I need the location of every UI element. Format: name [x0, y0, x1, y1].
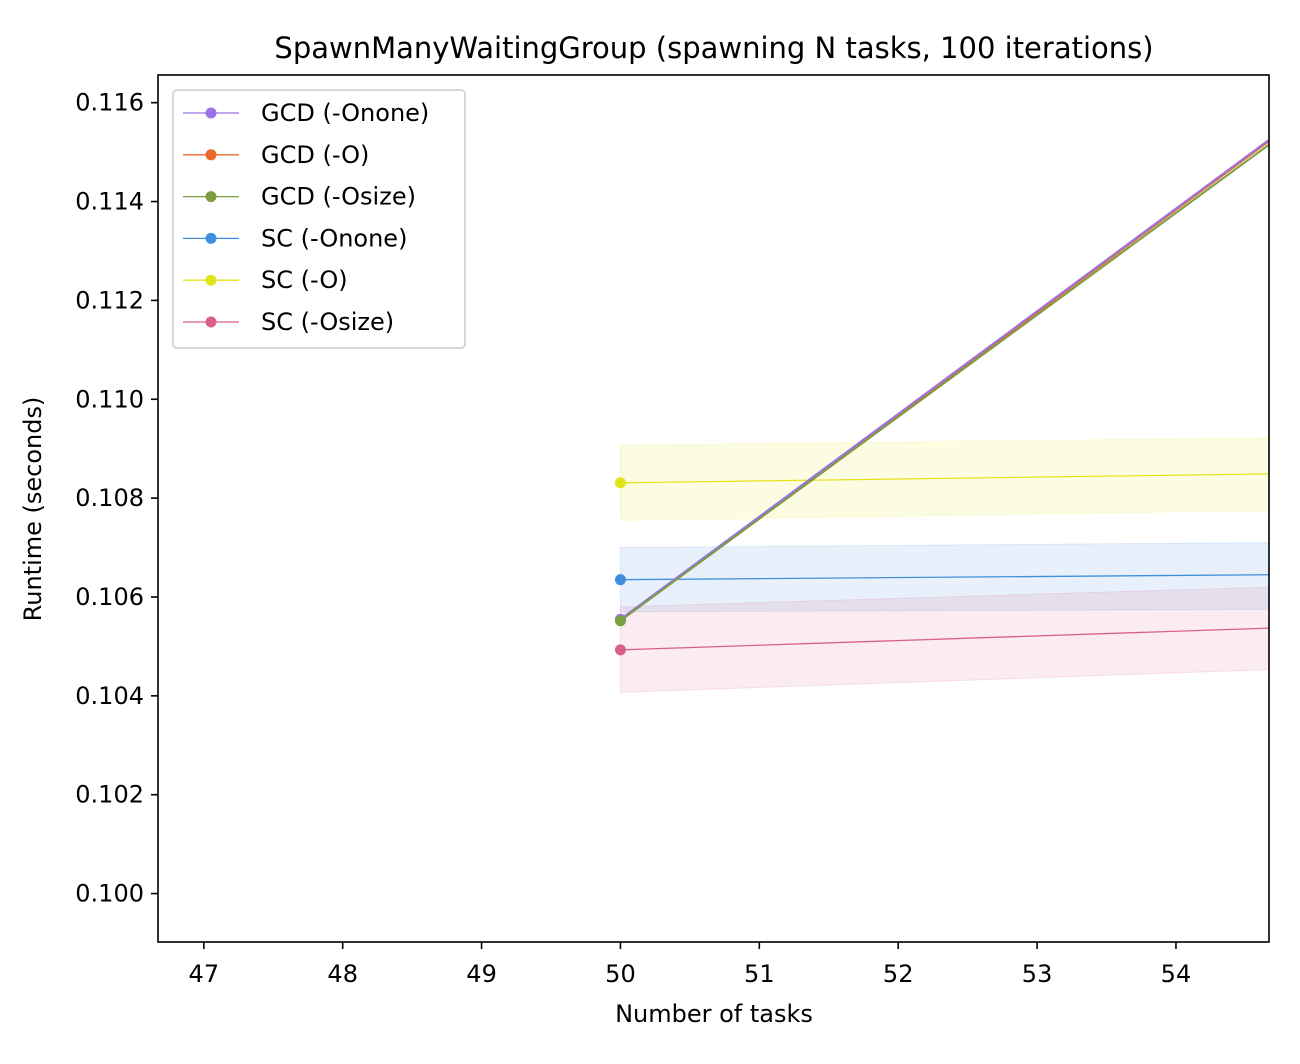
data-point: [614, 644, 626, 656]
data-point: [614, 615, 626, 627]
series-line: [620, 574, 1270, 581]
x-tick-label: 49: [466, 960, 497, 988]
y-axis: 0.100 0.102 0.104 0.106 0.108 0.110 0.112 0.114…: [75, 89, 158, 908]
data-point: [614, 574, 626, 586]
x-tick-label: 53: [1022, 960, 1053, 988]
legend-marker: [205, 232, 217, 244]
series-line: [620, 627, 1270, 651]
confidence-band: [619, 437, 1270, 521]
legend-marker: [205, 274, 217, 286]
y-tick-label: 0.112: [75, 286, 144, 314]
data-point: [614, 477, 626, 489]
legend-label: GCD (-Osize): [261, 183, 416, 211]
x-axis-label: Number of tasks: [615, 1000, 813, 1028]
legend-marker: [205, 191, 217, 203]
legend-marker: [205, 107, 217, 119]
y-tick-label: 0.106: [75, 583, 144, 611]
y-axis-label: Runtime (seconds): [19, 397, 47, 622]
legend-label: SC (-Onone): [261, 224, 407, 252]
y-tick-label: 0.114: [75, 188, 144, 216]
legend-label: GCD (-Onone): [261, 99, 429, 127]
x-tick-label: 54: [1161, 960, 1192, 988]
series-line: [620, 473, 1270, 484]
chart-legend: GCD (-Onone) GCD (-O) GCD (-Osize) SC (-Ono…: [172, 89, 466, 349]
y-tick-label: 0.108: [75, 484, 144, 512]
legend-label: SC (-Osize): [261, 308, 394, 336]
x-axis: 47 48 49 50 51 52 53 54: [189, 942, 1192, 988]
series-line: [619, 138, 1270, 621]
legend-label: SC (-O): [261, 266, 348, 294]
x-tick-label: 47: [189, 960, 220, 988]
x-tick-label: 50: [605, 960, 636, 988]
legend-marker: [205, 316, 217, 328]
y-tick-label: 0.102: [75, 781, 144, 809]
y-tick-label: 0.110: [75, 385, 144, 413]
plot-area-frame: [157, 74, 1270, 943]
series-line: [619, 143, 1270, 622]
x-tick-label: 51: [744, 960, 775, 988]
y-tick-label: 0.116: [75, 89, 144, 117]
chart-title: SpawnManyWaitingGroup (spawning N tasks,…: [274, 31, 1153, 65]
x-tick-label: 52: [883, 960, 914, 988]
legend-label: GCD (-O): [261, 141, 369, 169]
x-tick-label: 48: [327, 960, 358, 988]
legend-box: [172, 89, 466, 349]
y-tick-label: 0.104: [75, 682, 144, 710]
y-tick-label: 0.100: [75, 880, 144, 908]
legend-marker: [205, 149, 217, 161]
